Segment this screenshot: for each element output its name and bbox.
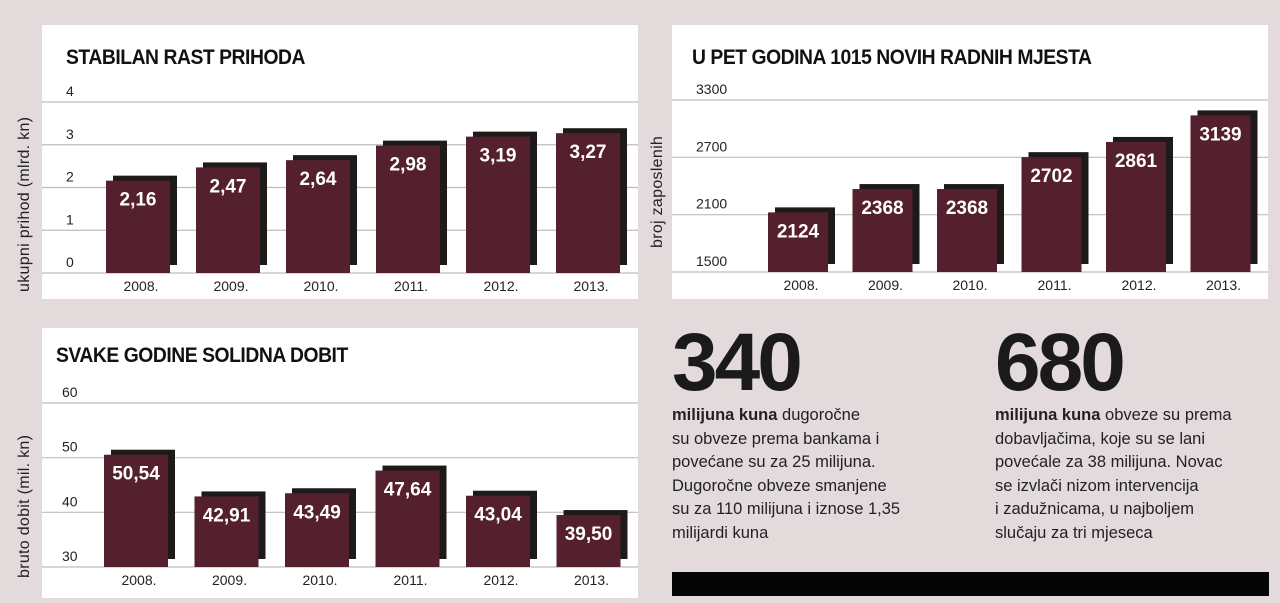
profit-category-label: 2009.: [212, 572, 247, 588]
employees-bar: [1106, 141, 1166, 272]
employees-category-label: 2011.: [1038, 277, 1072, 293]
employees-ytick-label: 1500: [696, 253, 727, 269]
profit-category-label: 2012.: [483, 572, 518, 588]
revenue-bar: [106, 180, 170, 273]
revenue-ytick-label: 2: [66, 169, 74, 185]
fact-lead-680: milijuna kuna: [995, 406, 1101, 424]
profit-category-label: 2010.: [302, 572, 337, 588]
employees-value-label: 2861: [1115, 151, 1158, 172]
profit-bar: [104, 454, 168, 567]
revenue-ytick-label: 1: [66, 211, 74, 227]
employees-value-label: 2702: [1030, 166, 1072, 187]
employees-category-label: 2013.: [1206, 277, 1241, 293]
footer-black-bar: [672, 572, 1269, 596]
profit-category-label: 2011.: [394, 572, 428, 588]
revenue-value-label: 3,19: [480, 146, 517, 167]
fact-line: i zadužnicama, u najboljem: [995, 500, 1195, 518]
revenue-value-label: 3,27: [570, 142, 607, 163]
profit-ytick-label: 60: [62, 384, 78, 400]
employees-ytick-label: 3300: [696, 81, 727, 97]
fact-line: Dugoročne obveze smanjene: [672, 476, 887, 495]
revenue-category-label: 2011.: [394, 278, 428, 294]
revenue-ytick-label: 3: [66, 126, 74, 142]
revenue-category-label: 2012.: [483, 278, 518, 294]
profit-chart-title: SVAKE GODINE SOLIDNA DOBIT: [56, 344, 348, 367]
revenue-ytick-label: 4: [66, 83, 74, 99]
fact-line: su obveze prema bankama i: [672, 429, 880, 448]
revenue-bar: [466, 136, 530, 273]
revenue-bar: [556, 133, 620, 273]
fact-line: dobavljačima, koje su se lani: [995, 429, 1206, 448]
fact-description-340: milijuna kuna dugoročne su obveze prema …: [672, 404, 962, 545]
profit-bar: [466, 495, 530, 567]
fact-line: povećane su za 25 milijuna.: [672, 453, 876, 471]
revenue-chart-title: STABILAN RAST PRIHODA: [66, 46, 305, 69]
revenue-category-label: 2009.: [213, 278, 248, 294]
employees-bar: [937, 189, 997, 272]
fact-line: milijardi kuna: [672, 523, 769, 542]
revenue-ytick-label: 0: [66, 254, 74, 270]
profit-value-label: 42,91: [203, 505, 251, 526]
employees-bar: [768, 212, 828, 272]
profit-value-label: 43,49: [293, 502, 341, 523]
employees-category-label: 2010.: [952, 277, 987, 293]
profit-bar: [194, 496, 259, 567]
fact-description-680: milijuna kuna obveze su prema dobavljači…: [995, 404, 1280, 545]
fact-line: povećale za 38 milijuna. Novac: [995, 453, 1223, 471]
employees-ytick-label: 2700: [696, 138, 727, 154]
fact-number-680: 680: [995, 317, 1126, 408]
revenue-value-label: 2,64: [300, 169, 337, 190]
employees-category-label: 2009.: [868, 277, 903, 293]
employees-value-label: 2124: [777, 221, 820, 242]
profit-category-label: 2008.: [121, 572, 156, 588]
profit-ytick-label: 30: [62, 548, 78, 564]
employees-category-label: 2008.: [783, 277, 818, 293]
fact-line: dugoročne: [777, 406, 861, 424]
fact-lead-340: milijuna kuna: [672, 406, 778, 424]
employees-bar: [852, 189, 913, 272]
profit-category-label: 2013.: [574, 572, 609, 588]
employees-chart-title: U PET GODINA 1015 NOVIH RADNIH MJESTA: [692, 46, 1092, 69]
revenue-category-label: 2010.: [303, 278, 338, 294]
revenue-value-label: 2,98: [390, 155, 427, 176]
profit-ytick-label: 50: [62, 439, 78, 455]
profit-bar: [375, 470, 440, 567]
revenue-value-label: 2,16: [120, 190, 157, 211]
profit-bar: [556, 515, 621, 567]
revenue-value-label: 2,47: [210, 176, 247, 197]
profit-value-label: 39,50: [565, 524, 613, 545]
employees-bar: [1190, 115, 1251, 272]
fact-line: obveze su prema: [1100, 406, 1232, 424]
employees-category-label: 2012.: [1121, 277, 1156, 293]
revenue-bar: [196, 167, 260, 273]
employees-value-label: 2368: [861, 198, 903, 219]
profit-value-label: 47,64: [384, 480, 432, 501]
revenue-category-label: 2013.: [573, 278, 608, 294]
fact-line: su za 110 milijuna i iznose 1,35: [672, 500, 901, 518]
revenue-bar: [286, 160, 350, 273]
fact-number-340: 340: [672, 317, 803, 408]
revenue-bar: [376, 145, 440, 273]
profit-value-label: 43,04: [474, 505, 522, 526]
employees-bar: [1021, 157, 1082, 272]
revenue-category-label: 2008.: [123, 278, 158, 294]
employees-ytick-label: 2100: [696, 196, 727, 212]
fact-line: se izvlači nizom intervencija: [995, 476, 1199, 495]
profit-value-label: 50,54: [112, 464, 160, 485]
profit-ytick-label: 40: [62, 493, 78, 509]
employees-value-label: 2368: [946, 198, 988, 219]
fact-line: slučaju za tri mjeseca: [995, 523, 1153, 542]
profit-bar: [285, 493, 349, 567]
employees-value-label: 3139: [1199, 124, 1241, 145]
